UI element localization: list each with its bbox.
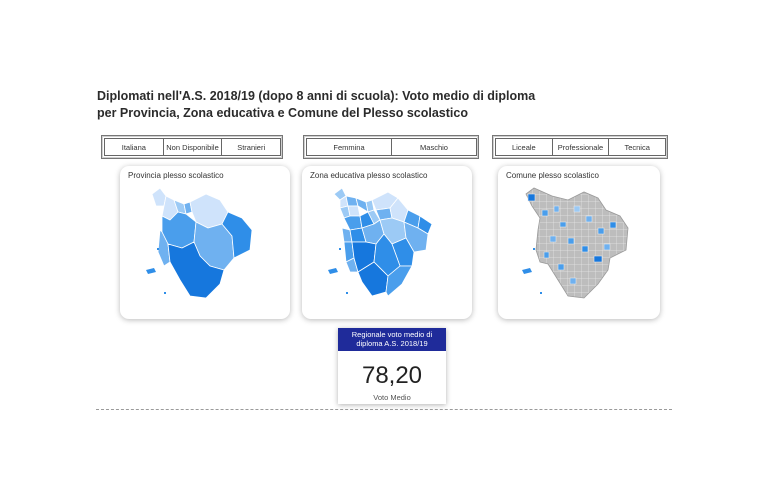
slicer-option-professionale[interactable]: Professionale [551,138,610,156]
slicer-option-stranieri[interactable]: Stranieri [221,138,282,156]
comune-cell [573,205,581,213]
slicer-option-maschio[interactable]: Maschio [391,138,477,156]
island-elba [522,268,532,274]
title-line-1: Diplomati nell'A.S. 2018/19 (dopo 8 anni… [97,89,536,103]
island-giglio [164,292,166,294]
province-grosseto [167,241,225,299]
comune-cell [541,209,549,217]
indirizzo-slicer: Liceale Professionale Tecnica [492,135,668,159]
genere-slicer: Femmina Maschio [303,135,479,159]
map-card-zona: Zona educativa plesso scolastico [302,166,472,319]
comune-cell [527,193,536,202]
zone-pisana [343,215,363,231]
island-giglio [346,292,348,294]
map-card-comune: Comune plesso scolastico [498,166,660,319]
comune-map[interactable] [498,166,660,319]
comune-cell [567,237,575,245]
kpi-header: Regionale voto medio di diploma A.S. 201… [338,328,446,351]
comune-cell [603,243,611,251]
comune-cell [557,263,565,271]
comune-cell [593,255,603,263]
provincia-map[interactable] [120,166,290,319]
island-gorgona [339,248,341,250]
kpi-value: 78,20 [361,362,423,389]
island-elba [146,268,156,274]
cittadinanza-slicer: Italiana Non Disponibile Stranieri [101,135,283,159]
province-massa-carrara [151,187,167,207]
comune-cell [543,251,550,259]
zona-map[interactable] [302,166,472,319]
comune-cell [559,221,567,228]
kpi-label: Voto Medio [373,393,411,402]
island-elba [328,268,338,274]
comune-cell [553,205,560,213]
comune-cell [569,277,577,285]
zone-valle-serchio [345,195,359,207]
zona-map-title: Zona educativa plesso scolastico [310,171,428,180]
island-giglio [540,292,542,294]
tuscany-outline [525,187,629,299]
slicer-option-femmina[interactable]: Femmina [306,138,392,156]
zone-piana-lucca [347,205,361,217]
map-card-provincia: Provincia plesso scolastico [120,166,290,319]
comune-cell [609,221,617,229]
comune-cell [597,227,605,235]
slicer-option-italiana[interactable]: Italiana [104,138,164,156]
kpi-card-voto-medio: Regionale voto medio di diploma A.S. 201… [338,328,446,404]
comune-cell [581,245,589,253]
slicer-option-non-disponibile[interactable]: Non Disponibile [162,138,223,156]
island-gorgona [157,248,159,250]
province-arezzo [221,211,253,259]
slicer-option-tecnica[interactable]: Tecnica [608,138,667,156]
zone-colline-albegna [385,265,413,297]
comune-cell [549,235,557,243]
provincia-map-title: Provincia plesso scolastico [128,171,224,180]
comune-map-title: Comune plesso scolastico [506,171,599,180]
slicer-option-liceale[interactable]: Liceale [495,138,553,156]
title-line-2: per Provincia, Zona educativa e Comune d… [97,106,468,120]
comune-cell [585,215,593,223]
page-title: Diplomati nell'A.S. 2018/19 (dopo 8 anni… [97,88,537,122]
island-gorgona [533,248,535,250]
divider [96,409,672,410]
